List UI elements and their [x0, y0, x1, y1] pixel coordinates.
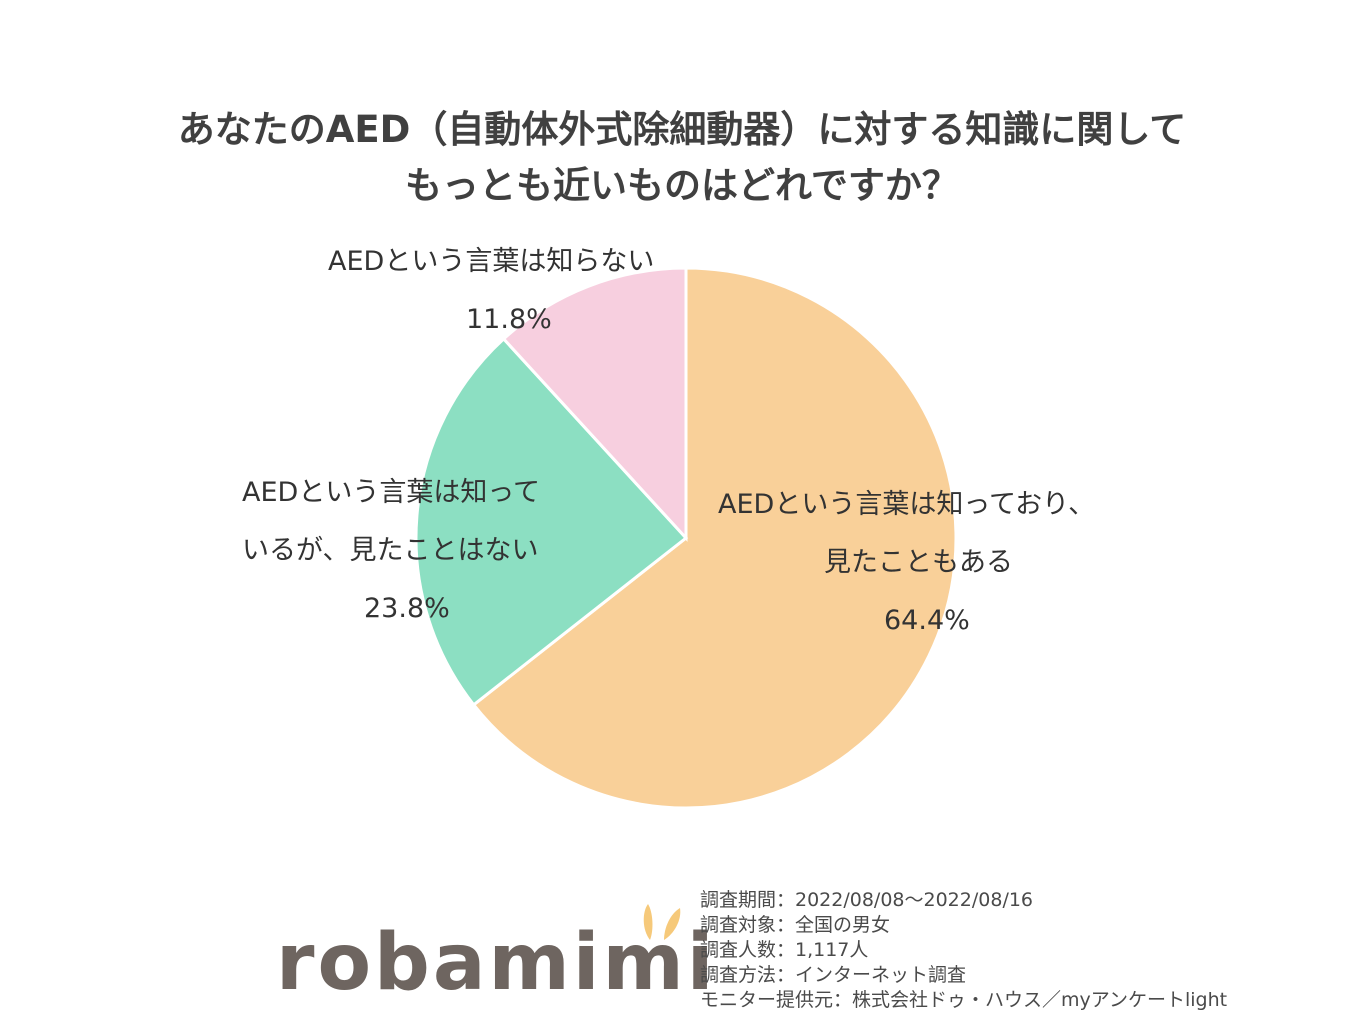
- survey-provider: モニター提供元：株式会社ドゥ・ハウス／myアンケートlight: [700, 989, 1228, 1011]
- robamimi-logo: robamimi: [276, 918, 717, 1008]
- survey-info: 調査期間：2022/08/08～2022/08/16 調査対象：全国の男女 調査…: [700, 888, 1227, 1013]
- pie-slice-not-seen: [414, 336, 689, 707]
- pie-slice-unknown: [501, 266, 688, 542]
- chart-title: あなたのAED（自動体外式除細動器）に対する知識に関して もっとも近いものはどれ…: [0, 102, 1364, 214]
- survey-method: 調査方法：インターネット調査: [700, 964, 967, 986]
- slice-label-unknown: AEDという言葉は知らない 11.8%: [328, 233, 654, 349]
- pie-slice-seen: [471, 266, 958, 810]
- slice-label-seen-line-2: 見たこともある: [824, 547, 1013, 578]
- slice-label-seen: AEDという言葉は知っており、 見たこともある 64.4%: [718, 476, 1095, 650]
- slice-value-not-seen: 23.8%: [364, 593, 450, 624]
- survey-count: 調査人数：1,117人: [700, 939, 869, 961]
- slice-value-unknown: 11.8%: [466, 304, 552, 335]
- logo-ears-icon: [643, 904, 681, 940]
- slice-value-seen: 64.4%: [884, 605, 970, 636]
- slice-label-unknown-line-1: AEDという言葉は知らない: [328, 246, 655, 277]
- chart-title-line-2: もっとも近いものはどれですか？: [405, 164, 959, 207]
- survey-period: 調査期間：2022/08/08～2022/08/16: [700, 889, 1034, 911]
- slice-label-not-seen: AEDという言葉は知って いるが、見たことはない 23.8%: [242, 464, 540, 638]
- slice-label-not-seen-line-2: いるが、見たことはない: [242, 535, 539, 566]
- survey-target: 調査対象：全国の男女: [700, 914, 891, 936]
- chart-title-line-1: あなたのAED（自動体外式除細動器）に対する知識に関して: [177, 108, 1187, 151]
- slice-label-seen-line-1: AEDという言葉は知っており、: [718, 489, 1096, 520]
- slice-label-not-seen-line-1: AEDという言葉は知って: [242, 477, 540, 508]
